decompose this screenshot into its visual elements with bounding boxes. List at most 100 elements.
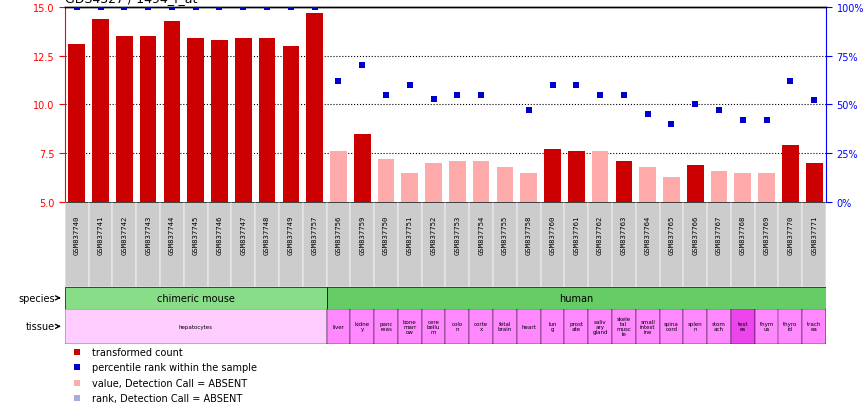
Text: prost
ate: prost ate xyxy=(569,322,583,332)
Bar xyxy=(211,41,227,202)
Text: uteru
s: uteru s xyxy=(830,322,845,332)
Text: small
intest
ine: small intest ine xyxy=(640,319,656,334)
Bar xyxy=(445,309,469,344)
Bar xyxy=(564,309,588,344)
Text: liver: liver xyxy=(332,324,344,329)
Text: test
es: test es xyxy=(738,322,748,332)
Text: GSM837762: GSM837762 xyxy=(597,215,603,254)
Bar xyxy=(731,309,754,344)
Bar xyxy=(683,202,708,287)
Bar xyxy=(806,164,823,202)
Text: GSM837764: GSM837764 xyxy=(644,215,650,254)
Text: thyro
id: thyro id xyxy=(783,322,798,332)
Text: GSM837763: GSM837763 xyxy=(621,215,627,254)
Bar xyxy=(163,21,180,202)
Bar xyxy=(612,202,636,287)
Text: GSM837744: GSM837744 xyxy=(169,215,175,254)
Text: chimeric mouse: chimeric mouse xyxy=(157,293,234,303)
Bar xyxy=(754,309,778,344)
Bar xyxy=(378,159,394,202)
Text: GSM837757: GSM837757 xyxy=(311,215,317,254)
Bar xyxy=(564,202,588,287)
Bar xyxy=(541,309,565,344)
Bar xyxy=(588,202,612,287)
Text: GDS4327 / 1494_f_at: GDS4327 / 1494_f_at xyxy=(65,0,197,5)
Bar xyxy=(137,202,160,287)
Bar xyxy=(235,39,252,202)
Bar xyxy=(517,309,541,344)
Bar xyxy=(112,202,137,287)
Text: GSM837747: GSM837747 xyxy=(240,215,247,254)
Text: kidne
y: kidne y xyxy=(355,322,369,332)
Bar xyxy=(350,202,375,287)
Bar xyxy=(544,150,561,202)
Bar xyxy=(826,309,849,344)
Text: skele
tal
musc
le: skele tal musc le xyxy=(617,317,631,337)
Text: GSM837746: GSM837746 xyxy=(216,215,222,254)
Bar xyxy=(616,161,632,202)
Text: GSM837750: GSM837750 xyxy=(383,215,389,254)
Bar xyxy=(517,202,541,287)
Text: GSM837740: GSM837740 xyxy=(74,215,80,254)
Text: spina
cord: spina cord xyxy=(664,322,679,332)
Bar xyxy=(449,161,465,202)
Bar xyxy=(469,202,493,287)
Bar xyxy=(283,47,299,202)
Text: GSM837752: GSM837752 xyxy=(431,215,437,254)
Bar xyxy=(778,202,803,287)
Text: GSM837748: GSM837748 xyxy=(264,215,270,254)
Text: cere
bellu
m: cere bellu m xyxy=(427,319,440,334)
Bar xyxy=(660,309,683,344)
Text: GSM837742: GSM837742 xyxy=(121,215,127,254)
Text: GSM837765: GSM837765 xyxy=(669,215,675,254)
Bar xyxy=(803,309,826,344)
Text: GSM837760: GSM837760 xyxy=(549,215,555,254)
Bar xyxy=(140,37,157,202)
Text: human: human xyxy=(559,293,593,303)
Bar xyxy=(65,309,327,344)
Bar xyxy=(521,173,537,202)
Bar xyxy=(754,202,778,287)
Bar xyxy=(306,14,323,202)
Text: GSM837743: GSM837743 xyxy=(145,215,151,254)
Text: GSM837741: GSM837741 xyxy=(98,215,104,254)
Bar xyxy=(188,39,204,202)
Bar xyxy=(778,309,803,344)
Text: GSM837751: GSM837751 xyxy=(407,215,413,254)
Text: GSM837756: GSM837756 xyxy=(336,215,342,254)
Bar xyxy=(636,309,660,344)
Text: saliv
ary
gland: saliv ary gland xyxy=(593,319,608,334)
Bar xyxy=(303,202,327,287)
Bar xyxy=(374,309,398,344)
Text: colo
n: colo n xyxy=(452,322,463,332)
Bar xyxy=(541,202,564,287)
Bar xyxy=(759,173,775,202)
Text: GSM837759: GSM837759 xyxy=(359,215,365,254)
Text: GSM837753: GSM837753 xyxy=(454,215,460,254)
Bar xyxy=(683,309,708,344)
Text: GSM837745: GSM837745 xyxy=(193,215,199,254)
Bar xyxy=(330,152,347,202)
Bar xyxy=(93,19,109,202)
Text: trach
ea: trach ea xyxy=(807,322,822,332)
Bar xyxy=(708,202,731,287)
Bar xyxy=(469,309,493,344)
Text: GSM837758: GSM837758 xyxy=(526,215,532,254)
Text: fetal
brain: fetal brain xyxy=(498,322,512,332)
Bar xyxy=(422,309,445,344)
Text: transformed count: transformed count xyxy=(92,347,183,357)
Text: GSM837771: GSM837771 xyxy=(811,215,817,254)
Bar xyxy=(160,202,183,287)
Text: GSM837749: GSM837749 xyxy=(288,215,294,254)
Bar xyxy=(327,202,350,287)
Bar xyxy=(116,37,132,202)
Bar xyxy=(65,287,327,309)
Text: rank, Detection Call = ABSENT: rank, Detection Call = ABSENT xyxy=(92,394,241,404)
Text: GSM837755: GSM837755 xyxy=(502,215,508,254)
Bar xyxy=(398,309,422,344)
Bar xyxy=(708,309,731,344)
Bar xyxy=(88,202,112,287)
Text: value, Detection Call = ABSENT: value, Detection Call = ABSENT xyxy=(92,378,247,388)
Bar xyxy=(259,39,275,202)
Bar xyxy=(687,166,703,202)
